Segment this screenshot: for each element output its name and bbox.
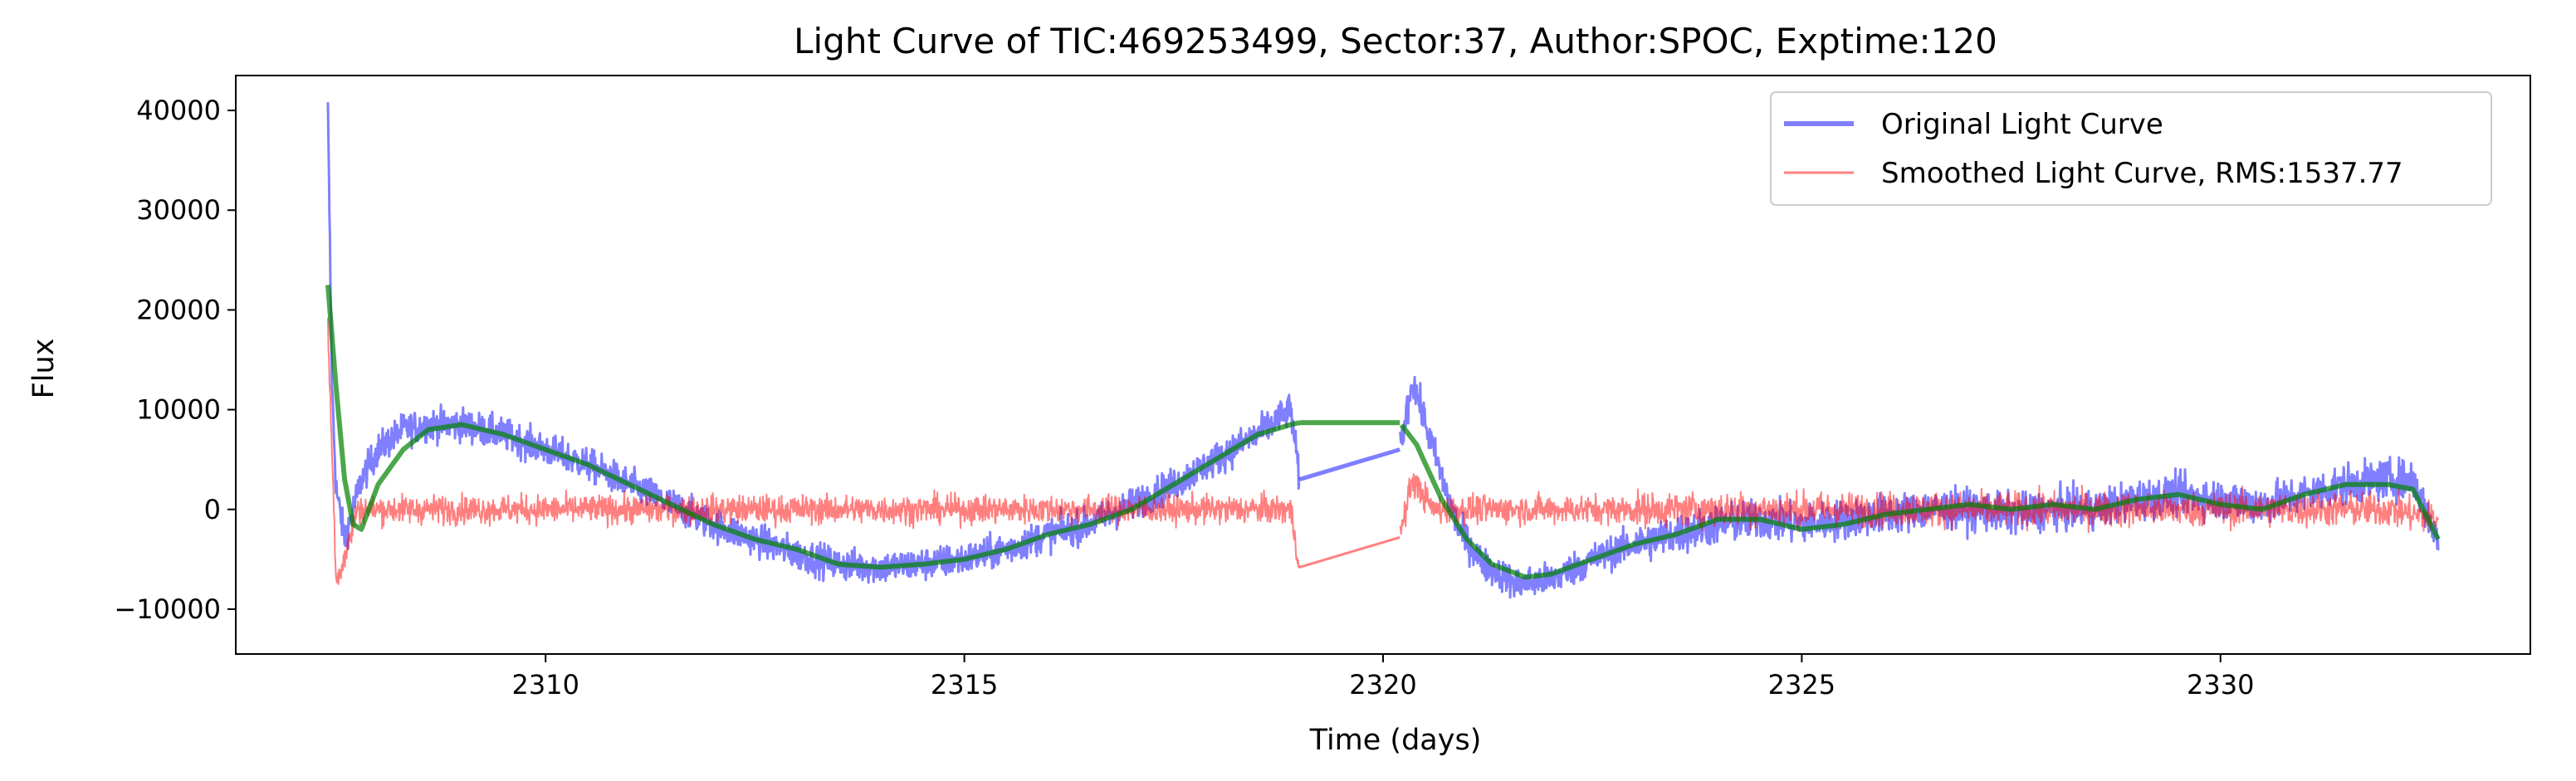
x-axis-label: Time (days): [1309, 724, 1482, 757]
series-original-segment-1: [1399, 375, 2440, 599]
y-tick-label: 30000: [136, 194, 221, 226]
legend-label-smoothed: Smoothed Light Curve, RMS:1537.77: [1881, 157, 2403, 190]
y-tick-label: 0: [204, 494, 221, 525]
y-axis: −10000 0 10000 20000 30000 40000: [114, 95, 236, 625]
x-axis: 2310 2315 2320 2325 2330: [512, 654, 2254, 700]
legend: Original Light Curve Smoothed Light Curv…: [1770, 91, 2492, 206]
legend-box: [1770, 91, 2492, 206]
plot-frame: [235, 75, 2531, 655]
series-trend-segment-0: [325, 285, 1301, 570]
legend-label-original: Original Light Curve: [1881, 108, 2163, 141]
x-tick-label: 2310: [512, 669, 579, 700]
y-tick-label: 40000: [136, 95, 221, 126]
series-trend: [325, 285, 2441, 580]
series-trend-segment-1: [1399, 423, 2441, 580]
x-tick-label: 2315: [931, 669, 998, 700]
x-tick-label: 2325: [1768, 669, 1835, 700]
series-original-gap-bridge: [1298, 447, 1400, 482]
y-axis-label: Flux: [27, 339, 61, 399]
plot-area: [325, 102, 2441, 599]
y-tick-label: −10000: [114, 593, 221, 625]
series-residual-gap-bridge: [1298, 535, 1400, 569]
chart-title: Light Curve of TIC:469253499, Sector:37,…: [794, 21, 1997, 61]
series-residual-segment-0: [327, 317, 1300, 585]
series-residual-segment-1: [1399, 473, 2439, 535]
x-tick-label: 2330: [2187, 669, 2254, 700]
y-tick-label: 10000: [136, 394, 221, 426]
series-residual: [327, 317, 2439, 585]
y-tick-label: 20000: [136, 294, 221, 325]
x-tick-label: 2320: [1349, 669, 1416, 700]
